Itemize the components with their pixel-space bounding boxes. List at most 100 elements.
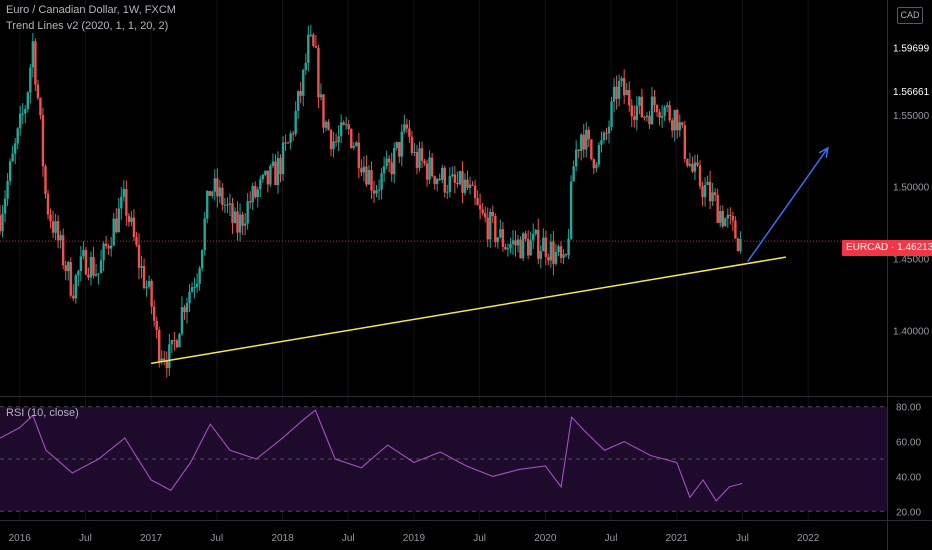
- candle-body: [228, 203, 232, 205]
- candle-body: [218, 187, 222, 197]
- candle-body: [736, 238, 740, 252]
- candle-body: [190, 287, 194, 292]
- candle-body: [519, 239, 522, 259]
- candle-body: [264, 170, 267, 175]
- candle-body: [511, 240, 515, 245]
- candle-body: [155, 320, 158, 330]
- candle-body: [580, 134, 583, 151]
- candle-body: [633, 116, 636, 120]
- candle-body: [430, 157, 434, 177]
- candle-body: [711, 192, 714, 202]
- candle-body: [521, 233, 525, 259]
- candle-body: [352, 146, 355, 148]
- candle-body: [625, 90, 628, 96]
- candle-body: [79, 256, 83, 272]
- candle-body: [11, 153, 14, 162]
- candle-body: [312, 34, 315, 47]
- candle-body: [160, 358, 163, 362]
- candle-body: [304, 62, 307, 70]
- candle-body: [158, 329, 161, 362]
- candle-body: [165, 360, 168, 369]
- candle-body: [724, 218, 727, 227]
- candle-body: [175, 340, 179, 348]
- candle-body: [337, 136, 340, 143]
- rsi-title: RSI (10, close): [6, 407, 79, 419]
- candle-body: [294, 110, 297, 134]
- candle-body: [554, 252, 558, 264]
- candle-body: [658, 112, 661, 118]
- candle-body: [367, 170, 371, 185]
- price-tick-label: 1.50000: [893, 183, 930, 194]
- candle-body: [681, 122, 684, 126]
- candle-body: [6, 180, 9, 199]
- candle-body: [72, 295, 75, 299]
- candle-body: [107, 245, 110, 249]
- candle-body: [549, 241, 553, 261]
- candle-body: [97, 273, 100, 275]
- candle-body: [152, 306, 156, 321]
- candle-body: [142, 265, 146, 288]
- candle-body: [56, 221, 60, 241]
- candle-body: [640, 96, 644, 118]
- rsi-tick-label: 20.00: [896, 507, 921, 518]
- candle-body: [564, 254, 568, 256]
- time-tick-label: Jul: [210, 533, 223, 544]
- candle-body: [708, 181, 712, 202]
- candle-body: [582, 134, 585, 150]
- candle-body: [491, 212, 494, 216]
- candle-body: [645, 115, 649, 118]
- candle-body: [99, 260, 103, 274]
- candle-body: [569, 181, 573, 239]
- candle-body: [562, 254, 565, 258]
- last-price-tag: EURCAD · 1.46213: [842, 240, 932, 256]
- candle-body: [127, 215, 131, 222]
- symbol-title: Euro / Canadian Dollar, 1W, FXCM: [6, 4, 176, 16]
- time-tick-label: 2022: [797, 533, 820, 544]
- candle-body: [665, 105, 669, 107]
- time-tick-label: Jul: [736, 533, 749, 544]
- candle-body: [360, 168, 363, 173]
- candle-body: [524, 233, 527, 239]
- candle-body: [307, 34, 310, 63]
- candle-body: [504, 246, 507, 250]
- candle-body: [281, 142, 285, 175]
- candle-body: [231, 203, 234, 223]
- candle-body: [435, 178, 439, 185]
- candle-body: [188, 291, 191, 304]
- candle-body: [425, 163, 429, 180]
- candle-body: [719, 211, 722, 223]
- candle-body: [453, 174, 457, 183]
- candle-body: [622, 78, 626, 96]
- candle-body: [130, 217, 133, 222]
- candle-body: [506, 248, 510, 250]
- candle-body: [615, 86, 618, 99]
- candle-body: [261, 174, 265, 180]
- candle-body: [274, 161, 277, 186]
- candle-body: [319, 94, 323, 98]
- candle-body: [347, 124, 350, 129]
- candle-body: [398, 142, 401, 157]
- candle-body: [701, 186, 704, 198]
- candle-body: [223, 204, 227, 206]
- indicator-title: Trend Lines v2 (2020, 1, 1, 20, 2): [6, 20, 169, 32]
- candle-body: [660, 115, 664, 118]
- price-tick-label: 1.59699: [893, 43, 930, 54]
- candle-body: [241, 214, 244, 226]
- candle-body: [117, 208, 120, 233]
- time-tick-label: 2019: [403, 533, 426, 544]
- candle-body: [529, 240, 532, 256]
- candle-body: [446, 191, 449, 193]
- currency-badge[interactable]: CAD: [897, 7, 923, 24]
- candle-body: [448, 176, 452, 192]
- candle-body: [638, 96, 641, 106]
- candle-body: [350, 128, 353, 148]
- candle-body: [87, 274, 90, 278]
- candle-body: [617, 81, 621, 99]
- candle-body: [461, 171, 464, 193]
- candle-body: [125, 188, 128, 216]
- candle-body: [322, 94, 325, 128]
- candle-body: [494, 215, 497, 243]
- candle-body: [254, 185, 257, 198]
- candle-body: [693, 162, 697, 172]
